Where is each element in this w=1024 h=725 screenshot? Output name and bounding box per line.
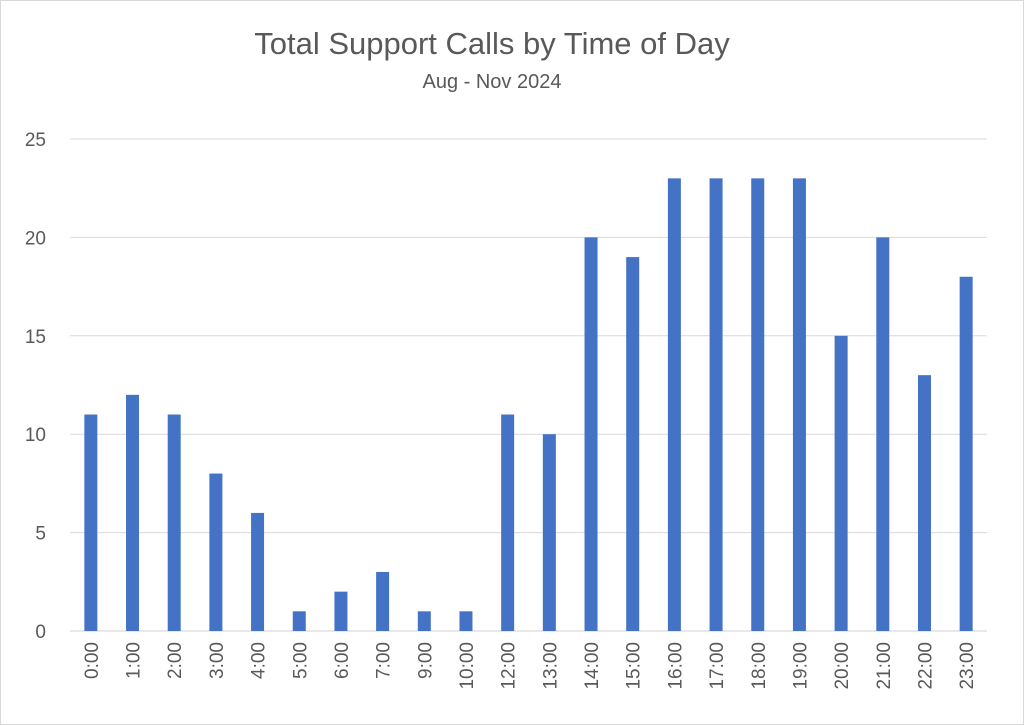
chart-subtitle: Aug - Nov 2024: [423, 71, 562, 93]
x-tick-label: 17:00: [707, 642, 728, 690]
bar: [376, 571, 390, 631]
bar: [667, 178, 681, 632]
y-tick-label: 5: [35, 524, 46, 545]
y-axis-ticks: 0 5 10 15 20 25: [25, 130, 46, 643]
bar: [876, 237, 890, 631]
x-tick-label: 22:00: [915, 642, 936, 690]
x-tick-label: 20:00: [832, 642, 853, 690]
x-tick-label: 16:00: [665, 642, 686, 690]
x-axis-ticks: 0:00 1:00 2:00 3:00 4:00 5:00 6:00 7:00 9:00 10:0…: [82, 642, 978, 690]
y-tick-label: 15: [25, 327, 46, 348]
x-tick-label: 6:00: [332, 642, 353, 679]
x-tick-label: 21:00: [874, 642, 895, 690]
bar: [417, 611, 431, 631]
x-tick-label: 10:00: [457, 642, 478, 690]
bar: [126, 394, 140, 631]
x-tick-label: 14:00: [582, 642, 603, 690]
bar: [709, 178, 723, 632]
x-tick-label: 3:00: [207, 642, 228, 679]
chart-title: Total Support Calls by Time of Day: [254, 26, 730, 61]
x-tick-label: 23:00: [957, 642, 978, 690]
bar: [334, 591, 348, 631]
x-tick-label: 15:00: [624, 642, 645, 690]
x-tick-label: 5:00: [290, 642, 311, 679]
x-tick-label: 12:00: [499, 642, 520, 690]
y-tick-label: 25: [25, 130, 46, 151]
bar: [584, 237, 598, 631]
bar: [626, 257, 640, 631]
y-tick-label: 10: [25, 425, 46, 446]
bar: [917, 375, 931, 631]
x-tick-label: 0:00: [82, 642, 103, 679]
bar: [84, 414, 98, 631]
bar: [959, 276, 973, 631]
x-tick-label: 1:00: [124, 642, 145, 679]
bar: [251, 512, 265, 631]
bars: [84, 178, 973, 632]
bar: [834, 335, 848, 631]
x-tick-label: 2:00: [165, 642, 186, 679]
x-tick-label: 4:00: [249, 642, 270, 679]
y-tick-label: 0: [35, 622, 46, 643]
bar: [167, 414, 181, 631]
bar: [459, 611, 473, 631]
y-tick-label: 20: [25, 228, 46, 249]
bar: [209, 473, 223, 631]
bar: [751, 178, 765, 632]
bar: [792, 178, 806, 632]
bar: [542, 434, 556, 631]
x-tick-label: 18:00: [749, 642, 770, 690]
x-tick-label: 9:00: [415, 642, 436, 679]
x-tick-label: 7:00: [374, 642, 395, 679]
bar: [292, 611, 306, 631]
x-tick-label: 19:00: [790, 642, 811, 690]
gridlines: [70, 138, 987, 632]
bar: [501, 414, 515, 631]
x-tick-label: 13:00: [540, 642, 561, 690]
